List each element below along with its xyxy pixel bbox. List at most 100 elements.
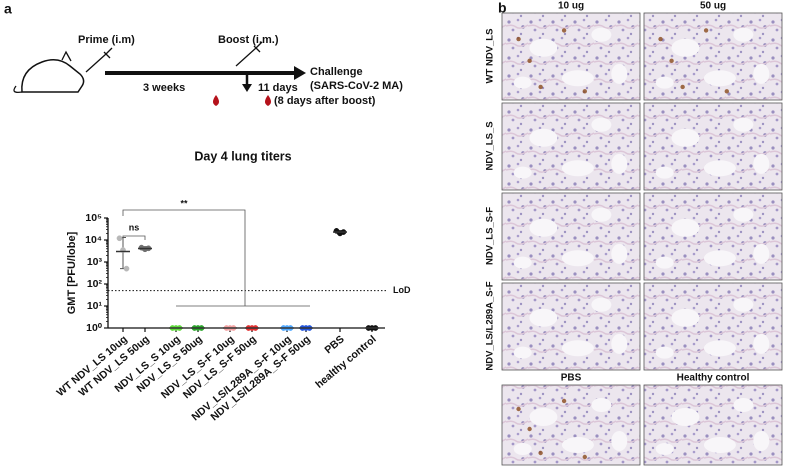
row-label: NDV_LS_S-F (485, 207, 496, 265)
alveolar-space (733, 117, 754, 132)
stain-spot (527, 426, 532, 432)
blood-drop (265, 95, 271, 106)
boost-label: Boost (i.m.) (218, 34, 279, 46)
alveolar-space (703, 70, 736, 87)
stain-spot (669, 58, 674, 64)
alveolar-space (513, 166, 532, 179)
alveolar-space (513, 256, 532, 269)
annotation: ns (129, 222, 140, 232)
stain-spot (516, 36, 521, 42)
alveolar-space (529, 218, 558, 237)
bracket (122, 209, 246, 306)
alveolar-space (753, 153, 770, 174)
alveolar-space (529, 408, 558, 426)
alveolar-space (561, 160, 594, 177)
interval-label: 3 weeks (143, 82, 185, 94)
y-tick-label: 10³ (87, 256, 103, 268)
alveolar-space (591, 207, 612, 222)
alveolar-space (703, 160, 736, 177)
stain-spot (516, 406, 521, 412)
stain-spot (680, 84, 685, 90)
bracket (122, 235, 146, 240)
alveolar-space (671, 218, 700, 237)
stain-spot (582, 89, 587, 94)
alveolar-space (611, 431, 628, 451)
stain-spot (658, 36, 663, 42)
alveolar-space (561, 437, 594, 453)
boost-arrowhead (242, 84, 252, 92)
stain-spot (582, 454, 587, 460)
alveolar-space (611, 333, 628, 354)
syringe-icon (85, 47, 113, 73)
alveolar-space (611, 63, 628, 84)
alveolar-space (529, 38, 558, 57)
panel-label: a (4, 1, 12, 17)
alveolar-space (655, 166, 674, 179)
mouse-tail (13, 85, 23, 94)
alveolar-space (561, 70, 594, 87)
mouse-ear (61, 50, 72, 62)
stain-spot (561, 28, 567, 33)
alveolar-space (655, 76, 674, 89)
data-point (123, 265, 130, 272)
syringe-icon (235, 41, 263, 67)
bleed-note: (8 days after boost) (274, 95, 376, 107)
y-tick-label: 10⁵ (85, 212, 102, 224)
challenge-label: Challenge (310, 66, 363, 78)
alveolar-space (513, 76, 532, 89)
histology-panel: 10 ug 50 ug WT NDV_LS NDV_LS_S NDV_LS_S-F NDV… (485, 1, 783, 466)
alveolar-space (671, 128, 700, 147)
alveolar-space (753, 333, 770, 354)
alveolar-space (529, 308, 558, 327)
row-label: NDV_LS/L289A_S-F (485, 281, 496, 370)
row-label: NDV_LS_S (485, 121, 496, 170)
alveolar-space (733, 297, 754, 312)
y-tick-label: 10⁴ (85, 234, 102, 246)
x-tick-label: PBS (322, 333, 346, 356)
alveolar-space (753, 63, 770, 84)
y-tick-label: 10¹ (87, 300, 103, 312)
alveolar-space (671, 38, 700, 57)
stain-spot (538, 450, 543, 456)
alveolar-space (753, 243, 770, 264)
alveolar-space (591, 297, 612, 312)
stain-spot (561, 398, 567, 404)
lod-label: LoD (393, 285, 411, 295)
alveolar-space (655, 346, 674, 359)
mouse-icon (21, 59, 85, 93)
alveolar-space (561, 250, 594, 267)
interval-label: 11 days (258, 82, 298, 94)
row-label: WT NDV_LS (485, 29, 496, 84)
alveolar-space (733, 398, 754, 412)
alveolar-space (529, 128, 558, 147)
stain-spot (527, 58, 532, 64)
column-label: Healthy control (677, 373, 750, 384)
alveolar-space (671, 308, 700, 327)
alveolar-space (753, 431, 770, 451)
alveolar-space (655, 443, 674, 455)
alveolar-space (703, 437, 736, 453)
alveolar-space (591, 27, 612, 42)
challenge-label: (SARS-CoV-2 MA) (310, 80, 403, 92)
alveolar-space (671, 408, 700, 426)
y-tick-label: 10² (87, 278, 103, 290)
y-tick-label: 10⁰ (86, 322, 103, 334)
blood-drop (213, 95, 219, 106)
alveolar-space (591, 117, 612, 132)
column-label: 50 ug (700, 1, 726, 12)
chart-title: Day 4 lung titers (194, 149, 291, 163)
annotation: ** (180, 198, 188, 208)
alveolar-space (591, 398, 612, 412)
data-point (116, 235, 123, 242)
column-label: PBS (561, 373, 582, 384)
timeline: Prime (i.m) Boost (i.m.) Challenge (SARS… (13, 34, 403, 107)
prime-label: Prime (i.m) (78, 34, 135, 46)
stain-spot (538, 84, 543, 90)
alveolar-space (611, 243, 628, 264)
alveolar-space (733, 207, 754, 222)
stain-spot (724, 89, 729, 94)
alveolar-space (703, 340, 736, 357)
alveolar-space (513, 346, 532, 359)
column-label: 10 ug (558, 1, 584, 12)
alveolar-space (561, 340, 594, 357)
